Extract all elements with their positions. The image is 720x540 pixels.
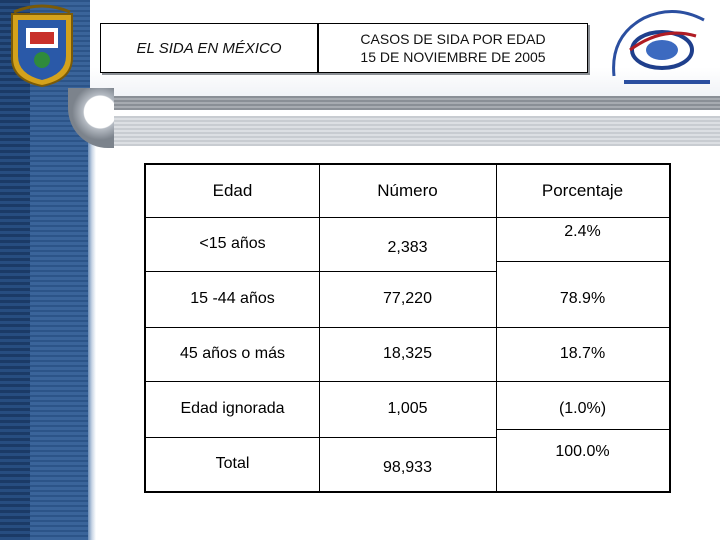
header-porcentaje: Porcentaje <box>541 181 624 200</box>
row-4-edad: Edad ignorada <box>180 400 285 417</box>
column-divider <box>496 165 497 491</box>
row-1-numero: 2,383 <box>387 239 428 256</box>
row-1-edad: <15 años <box>199 235 266 252</box>
row-divider <box>146 217 669 218</box>
universidad-veracruzana-center-icon <box>612 9 710 84</box>
slide-title: CASOS DE SIDA POR EDAD 15 DE NOVIEMBRE D… <box>318 23 588 73</box>
header-divider <box>100 96 720 110</box>
row-3-edad: 45 años o más <box>180 345 285 362</box>
total-edad: Total <box>215 455 250 472</box>
total-numero: 98,933 <box>383 459 432 476</box>
row-divider <box>496 261 669 262</box>
row-4-porcentaje: (1.0%) <box>558 400 607 417</box>
row-2-edad: 15 -44 años <box>190 290 275 307</box>
row-3-numero: 18,325 <box>383 345 432 362</box>
section-title: EL SIDA EN MÉXICO <box>100 23 318 73</box>
total-porcentaje: 100.0% <box>555 443 610 460</box>
row-divider <box>146 437 496 438</box>
slide-title-line2: 15 DE NOVIEMBRE DE 2005 <box>360 49 546 65</box>
header-numero: Número <box>377 181 438 200</box>
slide-title-line1: CASOS DE SIDA POR EDAD <box>360 31 546 47</box>
row-2-numero: 77,220 <box>383 290 432 307</box>
row-4-numero: 1,005 <box>387 400 428 417</box>
section-title-text: EL SIDA EN MÉXICO <box>136 39 282 57</box>
row-2-porcentaje: 78.9% <box>559 290 606 307</box>
row-divider <box>496 429 669 430</box>
row-divider <box>146 381 669 382</box>
header-divider-light <box>110 116 720 146</box>
row-divider <box>146 271 496 272</box>
header-edad: Edad <box>212 181 253 200</box>
row-3-porcentaje: 18.7% <box>559 345 606 362</box>
rail-shade <box>88 110 96 540</box>
row-1-porcentaje: 2.4% <box>564 223 601 240</box>
university-crest-icon <box>11 4 73 88</box>
row-divider <box>146 327 669 328</box>
column-divider <box>319 165 320 491</box>
cases-by-age-table: Edad Número Porcentaje <15 años 2,383 2.… <box>144 163 671 493</box>
